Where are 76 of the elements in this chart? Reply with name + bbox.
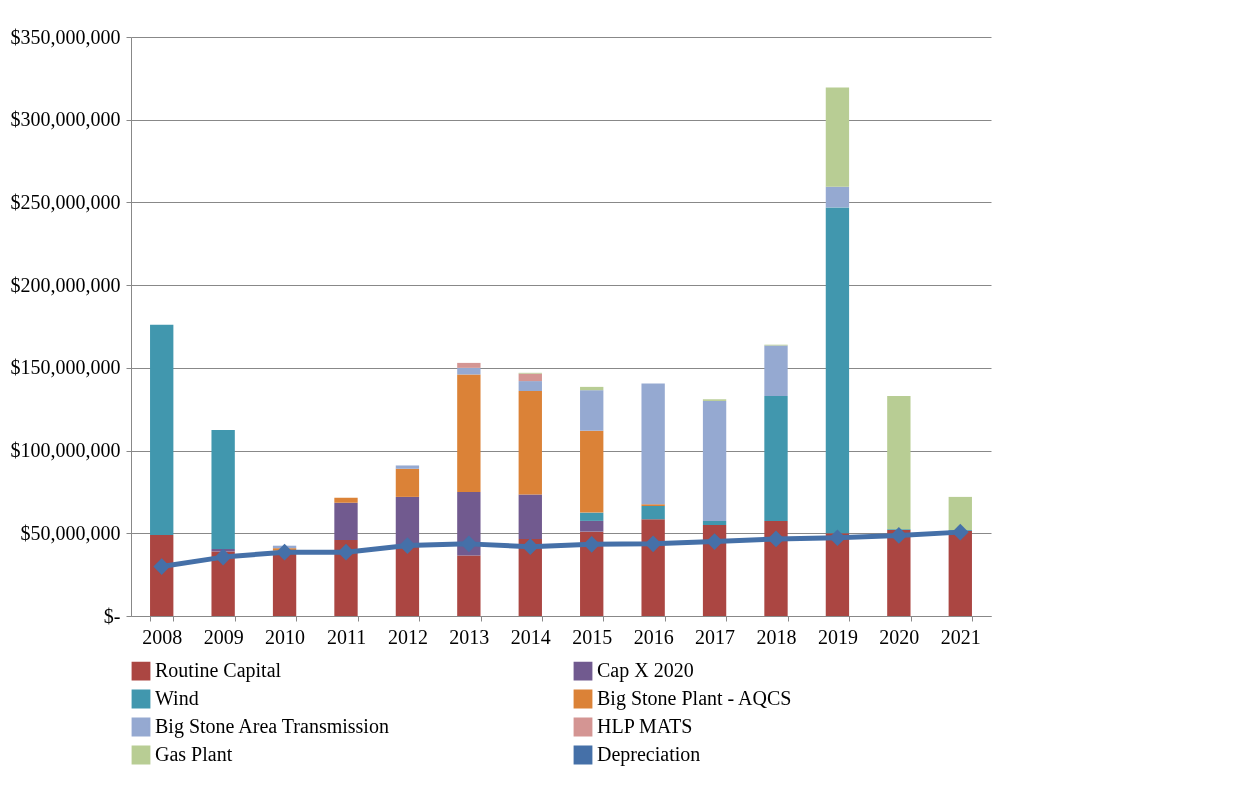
y-tick-label: $50,000,000 [20,521,121,544]
bar [334,502,358,540]
point [399,537,416,554]
x-tick-label: 2008 [142,625,183,648]
bar [948,496,972,530]
bar [395,465,420,469]
y-tick-label: $100,000,000 [10,439,121,462]
y-tick-label: $300,000,000 [10,108,121,131]
point [153,558,171,575]
x-tick-label: 2011 [326,625,367,648]
bar [395,496,420,545]
x-tick-label: 2012 [387,625,428,648]
legend-label: Big Stone Plant - AQCS [597,687,792,710]
bar [764,345,788,396]
bar [580,386,604,391]
bar [702,400,727,521]
y-tick-label: $250,000,000 [10,190,121,213]
legend-label: Big Stone Area Transmission [155,715,389,738]
bar [580,390,604,431]
x-tick-label: 2017 [695,625,736,648]
x-tick-label: 2014 [510,625,551,648]
bar [948,530,972,616]
bar [702,525,727,616]
bar [702,520,727,526]
x-tick-label: 2009 [203,625,244,648]
bar [887,395,911,530]
x-tick-label: 2020 [879,625,920,648]
bar [580,512,604,521]
bar [887,529,911,616]
bar [518,381,542,392]
y-tick-label: $150,000,000 [10,356,121,379]
bar [825,207,850,534]
x-tick-label: 2010 [265,625,306,648]
y-tick-label: $350,000,000 [10,25,121,48]
legend-label: Gas Plant [155,743,233,765]
legend-label: Wind [155,687,199,709]
point [890,527,908,544]
x-tick-label: 2013 [449,625,490,648]
bar [825,87,850,187]
bar [395,468,420,497]
x-tick-label: 2021 [940,625,981,648]
point [214,548,232,566]
bar [580,430,604,513]
bar [580,520,604,532]
legend-label: HLP MATS [597,715,693,737]
bar [764,395,788,521]
legend-label: Routine Capital [155,659,282,683]
bar [518,373,542,382]
point [706,533,723,550]
x-tick-label: 2015 [572,625,613,648]
x-tick-label: 2018 [756,625,797,648]
bar [150,534,174,616]
bar [518,494,542,540]
bar [580,531,604,616]
legend-label: Cap X 2020 [597,659,694,683]
bar [641,519,665,616]
y-tick-label: $200,000,000 [10,273,121,296]
bar [211,429,235,549]
bar [150,324,174,535]
x-tick-label: 2016 [633,625,674,648]
bar [641,383,665,505]
bar [825,533,850,616]
x-tick-label: 2019 [817,625,858,648]
point [276,543,293,561]
bar [457,555,481,616]
legend-label: Depreciation [597,743,701,766]
bar [641,505,665,520]
bar [457,374,481,492]
point [829,529,846,547]
bar [764,520,788,616]
bar [825,186,850,208]
bar [518,391,542,495]
y-tick-label: $- [103,604,121,627]
bar [457,367,481,375]
bar [334,497,358,503]
bar [457,362,481,368]
